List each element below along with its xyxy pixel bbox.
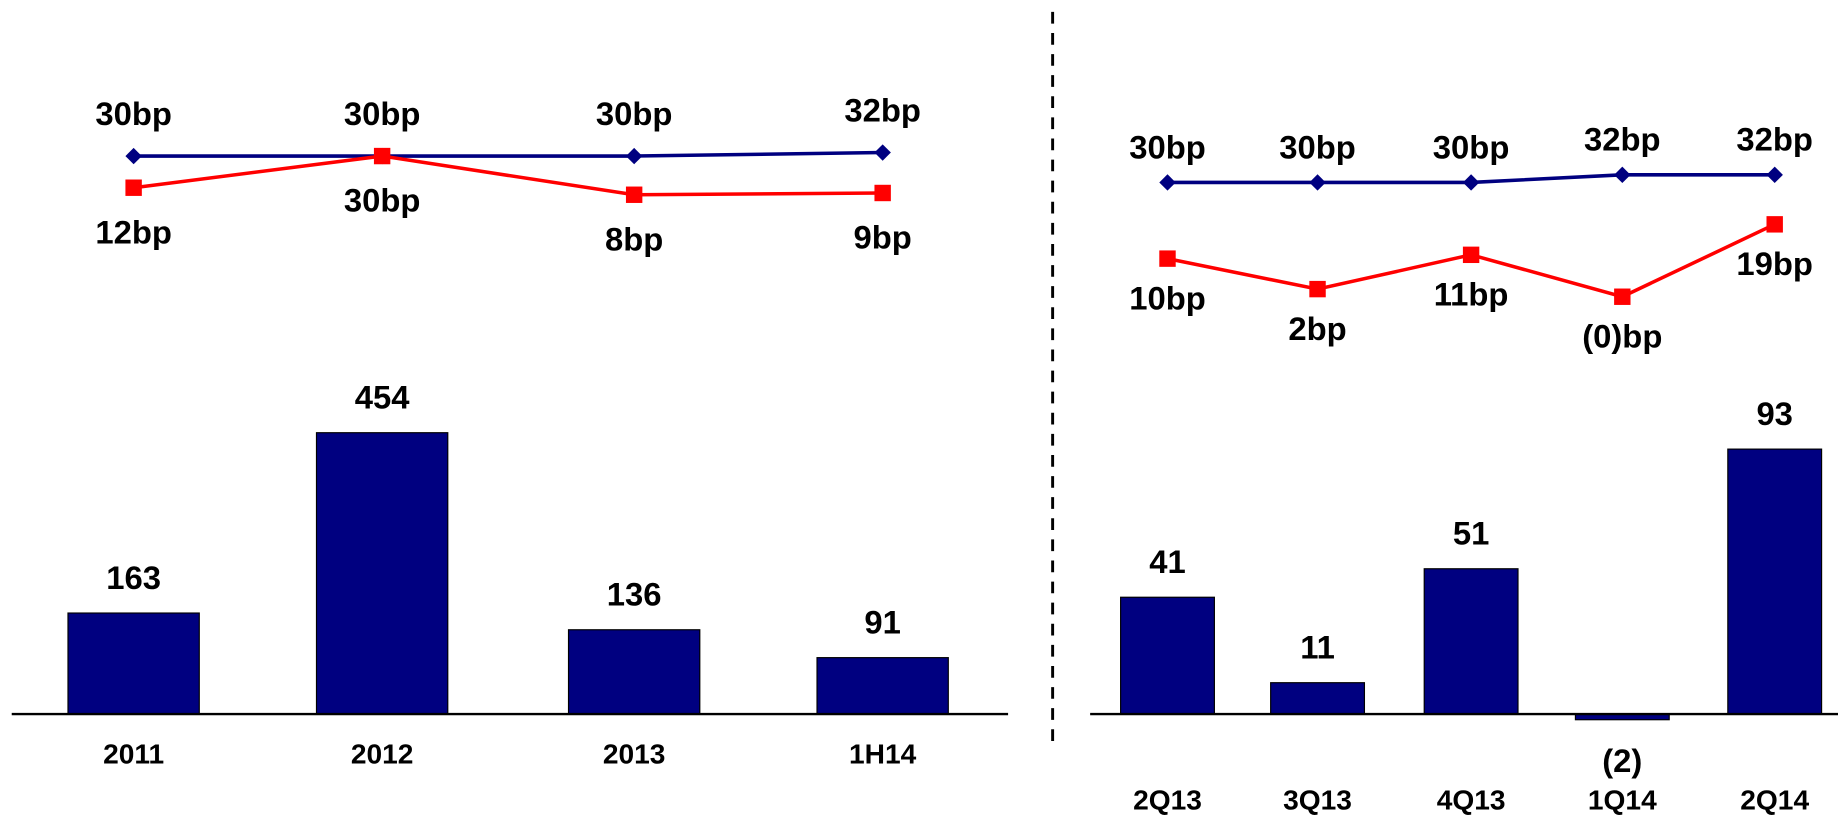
line-label: 30bp bbox=[344, 182, 421, 219]
line-label: 32bp bbox=[1584, 121, 1661, 158]
line-label: 32bp bbox=[844, 91, 921, 128]
x-tick-label: 2Q14 bbox=[1740, 784, 1809, 815]
marker bbox=[373, 147, 391, 165]
bar bbox=[1270, 682, 1366, 715]
bar-label: 454 bbox=[355, 379, 410, 416]
line-label: 30bp bbox=[1129, 128, 1206, 165]
line bbox=[133, 150, 883, 158]
x-tick-label: 1H14 bbox=[849, 739, 917, 770]
marker bbox=[1309, 174, 1326, 191]
marker bbox=[1614, 288, 1631, 305]
line-label: (0)bp bbox=[1582, 318, 1662, 355]
marker bbox=[625, 147, 643, 165]
bar bbox=[816, 657, 949, 715]
bar-label: 41 bbox=[1149, 543, 1186, 580]
bar bbox=[1120, 596, 1215, 715]
x-tick-label: 2013 bbox=[603, 739, 666, 770]
marker bbox=[874, 144, 891, 161]
line-label: 12bp bbox=[95, 213, 172, 250]
bar-label: (2) bbox=[1602, 742, 1642, 779]
bar bbox=[315, 432, 449, 715]
bar-label: 11 bbox=[1300, 629, 1335, 666]
bar-label: 51 bbox=[1453, 515, 1490, 552]
marker bbox=[1614, 166, 1631, 184]
bar bbox=[1727, 448, 1823, 715]
line-label: 30bp bbox=[95, 95, 172, 132]
bar-label: 91 bbox=[864, 603, 901, 640]
line-label: 2bp bbox=[1288, 310, 1346, 347]
marker bbox=[874, 184, 891, 202]
x-tick-label: 2011 bbox=[103, 739, 164, 770]
line-label: 30bp bbox=[1279, 128, 1356, 165]
marker bbox=[125, 179, 142, 196]
bar-label: 136 bbox=[607, 576, 662, 613]
marker bbox=[1766, 166, 1783, 184]
marker bbox=[1462, 174, 1480, 191]
x-tick-label: 2Q13 bbox=[1133, 784, 1202, 815]
line-label: 11bp bbox=[1434, 276, 1509, 313]
x-tick-label: 1Q14 bbox=[1588, 784, 1657, 815]
line-label: 8bp bbox=[605, 220, 663, 257]
marker bbox=[625, 186, 643, 203]
line-label: 32bp bbox=[1736, 121, 1813, 158]
bar bbox=[67, 612, 200, 715]
bar bbox=[567, 629, 701, 715]
marker bbox=[1159, 250, 1176, 267]
line-label: 30bp bbox=[344, 95, 421, 132]
bar-label: 93 bbox=[1756, 395, 1793, 432]
line-label: 30bp bbox=[1433, 128, 1510, 165]
line bbox=[133, 154, 883, 197]
line-label: 9bp bbox=[853, 219, 911, 256]
line-label: 10bp bbox=[1129, 280, 1206, 317]
line-label: 30bp bbox=[596, 95, 673, 132]
bar-label: 163 bbox=[106, 559, 161, 596]
marker bbox=[1766, 216, 1783, 233]
x-tick-label: 4Q13 bbox=[1437, 784, 1506, 815]
marker bbox=[125, 147, 142, 165]
marker bbox=[1159, 174, 1176, 191]
line-label: 19bp bbox=[1736, 245, 1813, 282]
bar bbox=[1423, 568, 1519, 715]
marker bbox=[1309, 280, 1326, 298]
x-tick-label: 2012 bbox=[351, 739, 414, 770]
marker bbox=[1462, 246, 1480, 264]
x-tick-label: 3Q13 bbox=[1283, 784, 1352, 815]
